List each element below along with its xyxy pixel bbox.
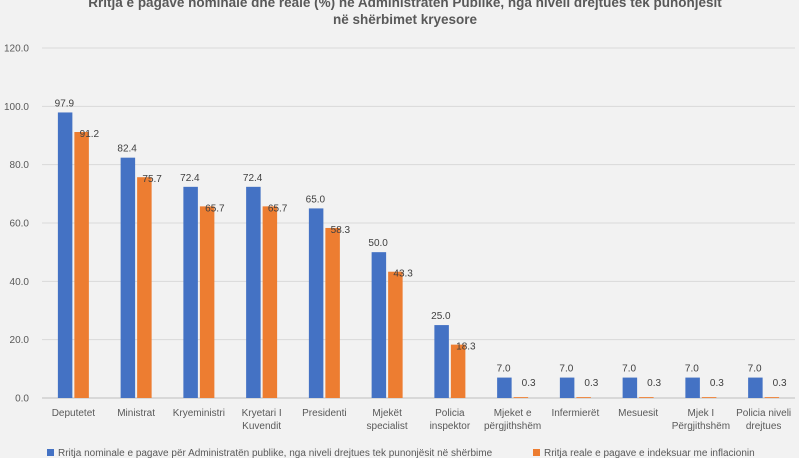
bar-real-1 xyxy=(137,177,152,398)
x-tick-label-7: përgjithshëm xyxy=(484,421,541,432)
bar-real-2 xyxy=(199,206,215,398)
data-labels: 97.9 91.2 82.4 75.7 72.4 65.7 72.4 65.7 65.0 58.3… xyxy=(55,98,787,389)
label-nominal-4: 65.0 xyxy=(306,194,326,205)
x-tick-label-10: Mjek I xyxy=(688,408,715,419)
bars xyxy=(57,112,780,398)
label-real-11: 0.3 xyxy=(773,378,787,389)
x-tick-label-11: drejtues xyxy=(746,421,782,432)
label-real-4: 58.3 xyxy=(331,225,351,236)
bar-nominal-9 xyxy=(622,377,638,398)
legend-swatch-real xyxy=(533,449,540,456)
x-tick-label-5: specialist xyxy=(367,421,408,432)
label-real-3: 65.7 xyxy=(268,203,288,214)
bar-nominal-0 xyxy=(57,112,73,398)
chart-title: Rritja e pagave nominale dhe reale (%) n… xyxy=(88,0,722,27)
bar-nominal-5 xyxy=(371,252,387,398)
label-real-10: 0.3 xyxy=(710,378,724,389)
label-real-6: 18.3 xyxy=(456,342,476,353)
legend: Rritja nominale e pagave për Administrat… xyxy=(47,448,755,458)
y-tick-label: 120.0 xyxy=(4,44,29,55)
bar-nominal-1 xyxy=(120,157,136,398)
x-tick-label-9: Mesuesit xyxy=(618,408,658,419)
bar-real-9 xyxy=(639,397,654,398)
label-nominal-3: 72.4 xyxy=(243,173,263,184)
bar-real-6 xyxy=(450,344,466,398)
label-real-7: 0.3 xyxy=(522,378,536,389)
y-tick-label: 60.0 xyxy=(10,219,30,230)
x-tick-label-3: Kryetari I xyxy=(242,408,282,419)
x-tick-label-11: Policia niveli xyxy=(736,408,791,419)
label-nominal-5: 50.0 xyxy=(368,238,388,249)
bar-real-11 xyxy=(764,397,780,398)
label-nominal-2: 72.4 xyxy=(180,173,200,184)
label-nominal-1: 82.4 xyxy=(117,144,137,155)
x-tick-label-5: Mjekët xyxy=(372,408,402,419)
y-axis-ticks: 0.0 20.0 40.0 60.0 80.0 100.0 120.0 xyxy=(4,44,29,405)
label-real-0: 91.2 xyxy=(80,129,100,140)
x-tick-label-3: Kuvendit xyxy=(242,421,281,432)
y-tick-label: 80.0 xyxy=(10,160,30,171)
label-real-8: 0.3 xyxy=(584,378,598,389)
label-nominal-8: 7.0 xyxy=(559,364,573,375)
x-tick-label-7: Mjeket e xyxy=(494,408,532,419)
x-tick-label-6: inspektor xyxy=(430,421,471,432)
label-nominal-9: 7.0 xyxy=(622,364,636,375)
x-tick-label-1: Ministrat xyxy=(117,408,155,419)
bar-real-5 xyxy=(388,271,403,398)
bar-nominal-7 xyxy=(497,377,512,398)
label-real-5: 43.3 xyxy=(393,269,413,280)
bar-nominal-11 xyxy=(748,377,763,398)
bar-real-3 xyxy=(262,206,278,398)
bar-nominal-8 xyxy=(559,377,575,398)
bar-real-8 xyxy=(576,397,591,398)
gridlines xyxy=(42,47,795,399)
label-nominal-11: 7.0 xyxy=(748,364,762,375)
x-tick-label-2: Kryeministri xyxy=(173,408,225,419)
bar-nominal-6 xyxy=(434,325,449,398)
label-nominal-0: 97.9 xyxy=(55,98,75,109)
x-tick-label-4: Presidenti xyxy=(302,408,346,419)
bar-real-7 xyxy=(513,397,529,398)
label-real-2: 65.7 xyxy=(205,203,225,214)
bar-nominal-3 xyxy=(246,186,261,398)
bar-real-0 xyxy=(74,132,89,398)
label-nominal-7: 7.0 xyxy=(497,364,511,375)
label-real-9: 0.3 xyxy=(647,378,661,389)
y-tick-label: 40.0 xyxy=(10,277,30,288)
legend-label-real: Rritja reale e pagave e indeksuar me inf… xyxy=(544,448,755,458)
x-tick-label-6: Policia xyxy=(435,408,465,419)
bar-nominal-4 xyxy=(308,208,324,398)
chart-title-line-0: Rritja e pagave nominale dhe reale (%) n… xyxy=(88,0,722,10)
legend-swatch-nominal xyxy=(47,449,54,456)
label-real-1: 75.7 xyxy=(142,174,162,185)
bar-real-4 xyxy=(325,227,340,398)
x-axis-categories: Deputetet Ministrat Kryeministri Kryetari I… xyxy=(52,408,791,432)
bar-nominal-2 xyxy=(183,186,198,398)
x-tick-label-10: Përgjithshëm xyxy=(672,421,730,432)
y-tick-label: 0.0 xyxy=(15,394,29,405)
label-nominal-6: 25.0 xyxy=(431,311,451,322)
bar-real-10 xyxy=(701,397,717,398)
label-nominal-10: 7.0 xyxy=(685,364,699,375)
chart-title-line-1: në shërbimet kryesore xyxy=(333,12,478,27)
y-tick-label: 20.0 xyxy=(10,335,30,346)
x-tick-label-0: Deputetet xyxy=(52,408,96,419)
y-tick-label: 100.0 xyxy=(4,102,29,113)
x-tick-label-8: Infermierët xyxy=(551,408,599,419)
legend-label-nominal: Rritja nominale e pagave për Administrat… xyxy=(58,448,493,458)
bar-nominal-10 xyxy=(685,377,700,398)
